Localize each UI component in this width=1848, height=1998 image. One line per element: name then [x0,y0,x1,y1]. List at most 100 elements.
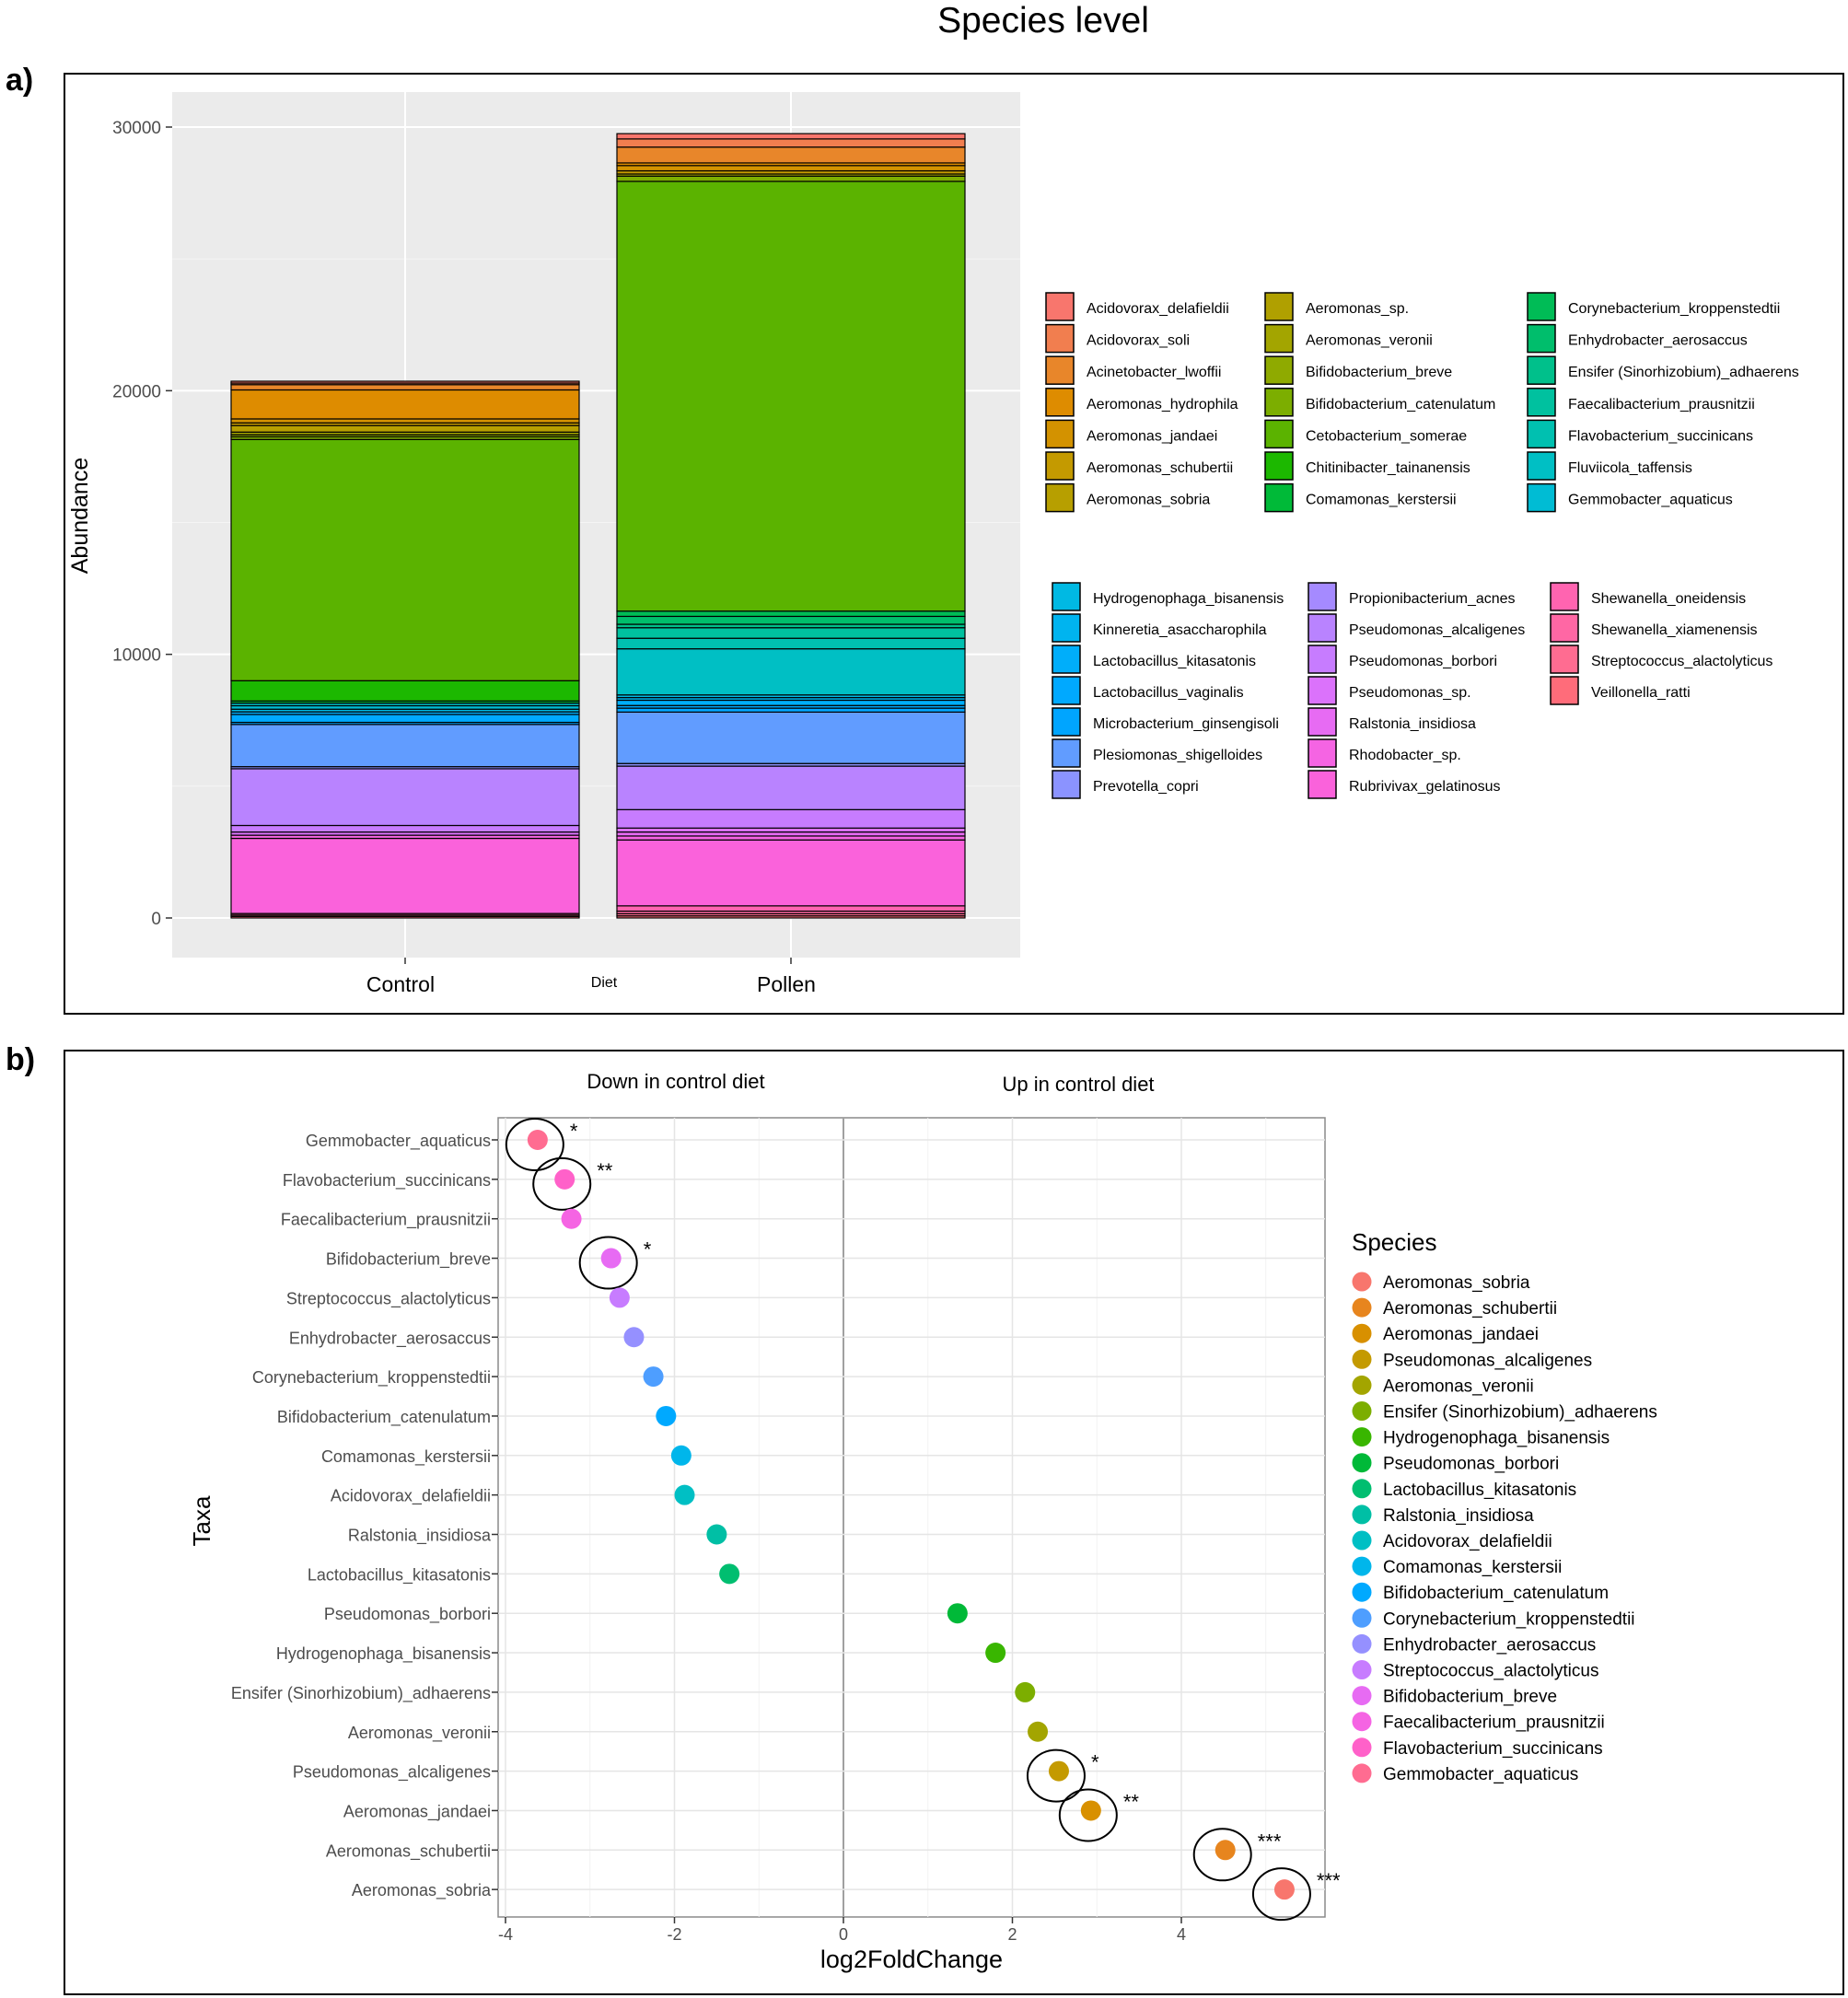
panel-a-legend: Acidovorax_delafieldii Acidovorax_soli Aci… [1045,292,1799,799]
legend-label: Pseudomonas_alcaligenes [1383,1351,1592,1370]
data-point [670,1445,692,1466]
legend-label: Ralstonia_insidiosa [1383,1506,1534,1526]
legend-label: Corynebacterium_kroppenstedtii [1568,301,1780,317]
data-point [1080,1800,1101,1821]
legend-label: Aeromonas_hydrophila [1087,397,1238,412]
legend-label: Rubrivivax_gelatinosus [1349,779,1501,795]
legend-label: Acinetobacter_lwoffii [1087,365,1221,380]
y-tick-label: Flavobacterium_succinicans [283,1171,491,1191]
panel-a-y-axis-title: Abundance [67,458,93,575]
bar-segment [230,714,580,724]
significance-marker: * [1091,1751,1099,1774]
y-tick-label: Corynebacterium_kroppenstedtii [252,1368,491,1388]
data-point [1015,1681,1036,1702]
legend-key [1352,1712,1372,1732]
legend-key [1352,1530,1372,1551]
legend-key [1052,738,1081,768]
group-label-up: Up in control diet [1002,1073,1154,1096]
group-label-down: Down in control diet [587,1070,764,1093]
legend-key [1308,707,1337,737]
x-tick-label: -2 [667,1925,681,1944]
data-point [706,1524,727,1545]
y-tick-label: 30000 [112,119,161,138]
data-point [623,1327,645,1348]
significance-circle [1251,1867,1311,1922]
legend-label: Aeromonas_veronii [1306,333,1433,349]
legend-label: Pseudomonas_alcaligenes [1349,622,1525,638]
legend-label: Ensifer (Sinorhizobium)_adhaerens [1383,1403,1657,1423]
legend-label: Shewanella_xiamenensis [1591,622,1758,638]
legend-key [1045,323,1075,354]
data-point [947,1603,968,1624]
bar-segment [616,146,966,164]
legend-label: Veillonella_ratti [1591,685,1691,701]
legend-key [1352,1272,1372,1292]
bar-segment [616,627,966,639]
legend-key [1264,292,1294,321]
legend-key [1052,676,1081,705]
legend-label: Faecalibacterium_prausnitzii [1568,397,1755,412]
data-point [561,1208,582,1229]
legend-key [1052,582,1081,611]
legend-key [1308,582,1337,611]
legend-key [1352,1401,1372,1421]
panel-a-frame [64,73,1844,1015]
bar-segment [616,133,966,140]
bar-segment [616,175,966,182]
legend-label: Microbacterium_ginsengisoli [1093,716,1279,732]
y-tick-label: 0 [151,910,161,929]
legend-label: Chitinibacter_tainanensis [1306,460,1470,476]
legend-key [1352,1323,1372,1343]
legend-label: Bifidobacterium_catenulatum [1383,1584,1609,1603]
legend-label: Aeromonas_sobria [1087,493,1210,508]
y-tick-label: Pseudomonas_borbori [324,1605,491,1624]
legend-label: Kinneretia_asaccharophila [1093,622,1267,638]
bar-segment [616,905,966,912]
bar-segment [616,835,966,841]
legend-label: Aeromonas_sp. [1306,301,1409,317]
legend-key [1045,419,1075,449]
legend-key [1527,388,1556,417]
legend-label: Streptococcus_alactolyticus [1383,1662,1598,1681]
legend-key [1308,738,1337,768]
legend-key [1527,323,1556,354]
legend-label: Acidovorax_soli [1087,333,1190,349]
significance-circle [1058,1788,1118,1842]
legend-label: Enhydrobacter_aerosaccus [1383,1635,1596,1655]
data-point [600,1248,622,1269]
legend-label: Prevotella_copri [1093,779,1199,795]
panel-b-y-axis-title: Taxa [188,1495,215,1546]
x-tick-label: 0 [839,1925,848,1944]
bar-segment [616,610,966,618]
legend-key [1352,1686,1372,1706]
legend-key [1264,388,1294,417]
x-tick-label: 4 [1177,1925,1186,1944]
legend-key [1052,770,1081,799]
legend-label: Hydrogenophaga_bisanensis [1383,1429,1610,1448]
legend-key [1052,645,1081,674]
panel-a-bars [230,133,966,919]
legend-key [1264,419,1294,449]
legend-key [1352,1375,1372,1395]
data-point [554,1168,575,1190]
bar-segment [230,680,580,702]
significance-circle [505,1118,564,1171]
significance-marker: *** [1258,1830,1282,1853]
x-tick-label: Control [366,972,435,996]
legend-key [1352,1349,1372,1369]
panel-b-axes: -4 -2 0 2 4 Gemmobacter_aquaticus Flavobacteri… [231,1132,1186,1944]
panel-b-points: ************* [505,1118,1341,1922]
legend-key [1308,645,1337,674]
legend-key [1352,1660,1372,1679]
legend-label: Comamonas_kerstersii [1383,1558,1562,1577]
legend-key [1045,451,1075,481]
bar-segment [616,711,966,764]
legend-label: Pseudomonas_borbori [1383,1455,1559,1474]
panel-b-legend-title: Species [1352,1228,1437,1256]
bar-segment [616,637,966,650]
panel-a-axes: 0 10000 20000 30000 Control Pollen [112,119,816,996]
data-point [656,1405,677,1426]
y-tick-label: Bifidobacterium_breve [326,1250,491,1270]
legend-label: Comamonas_kerstersii [1306,493,1457,508]
